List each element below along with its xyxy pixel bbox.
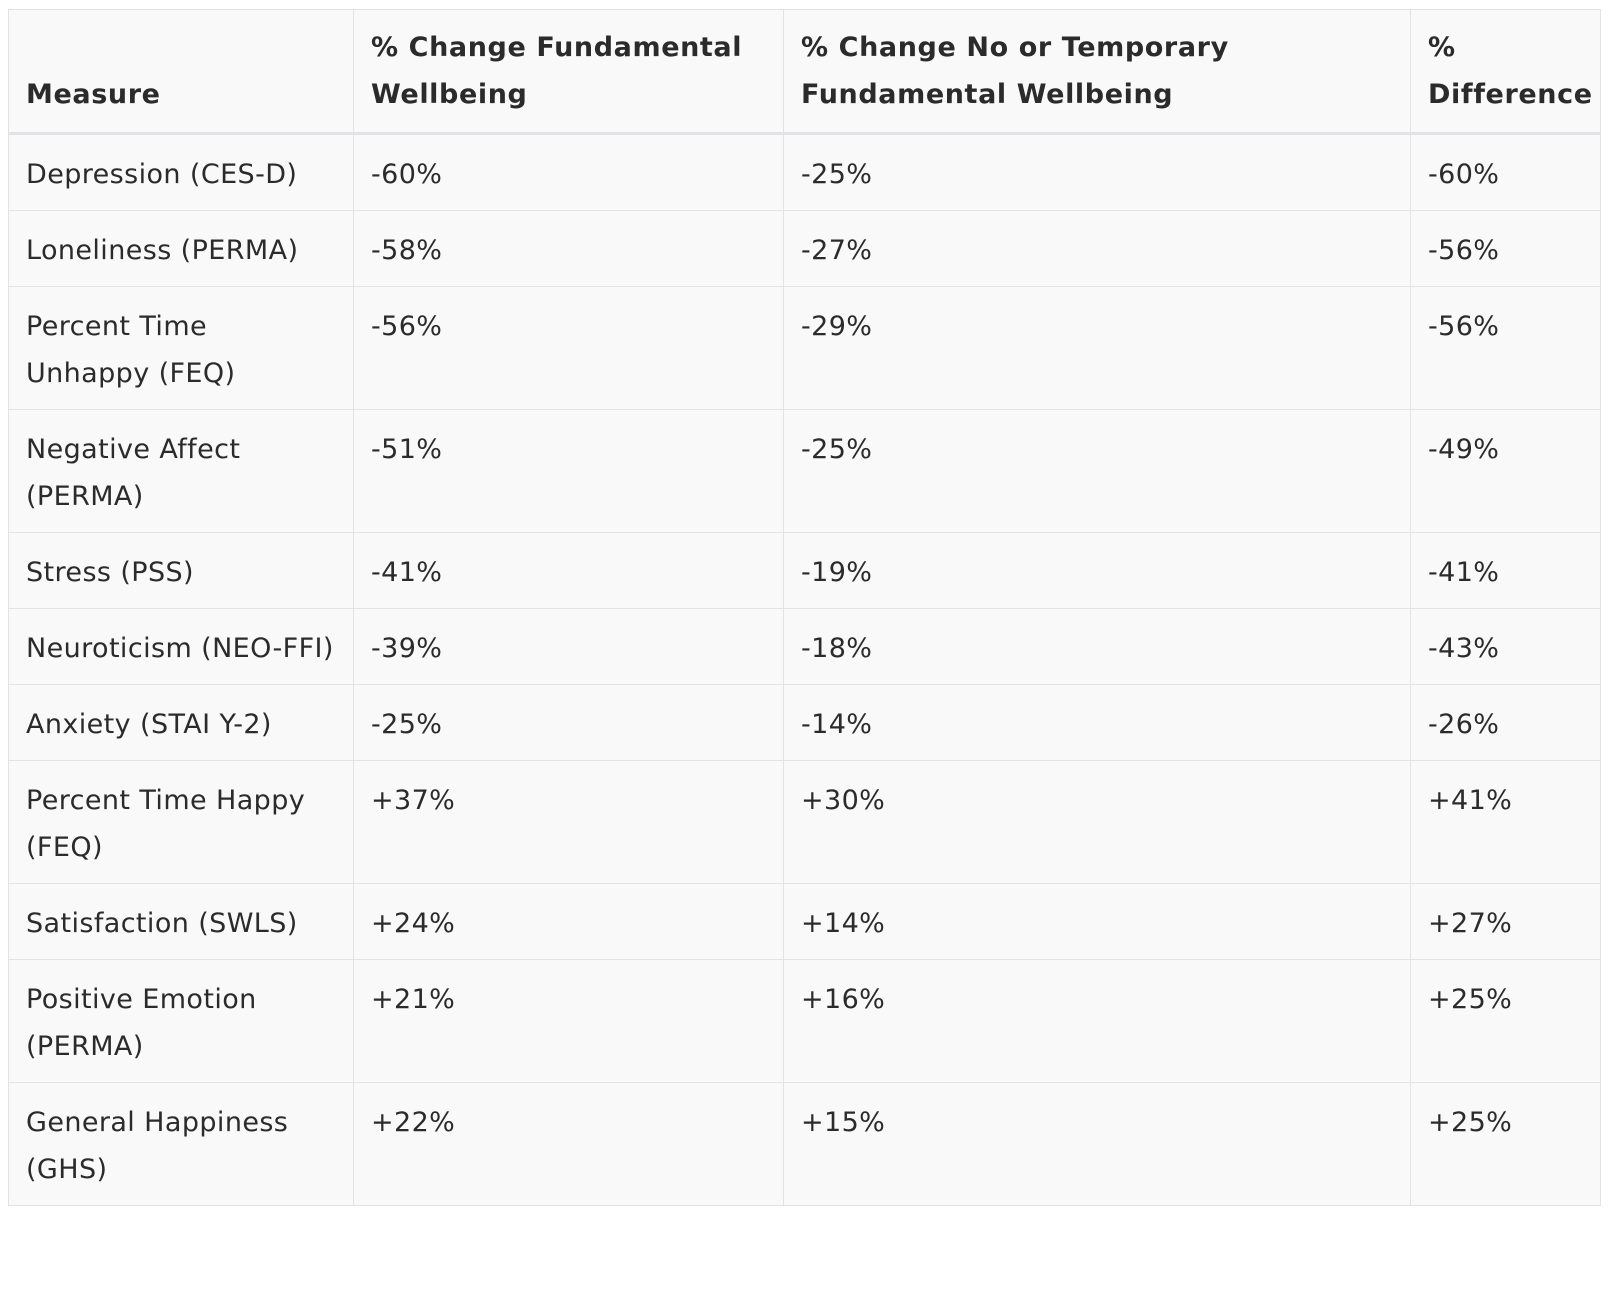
table-row: Neuroticism (NEO-FFI) -39% -18% -43% bbox=[8, 608, 1601, 685]
difference-cell: -49% bbox=[1410, 409, 1601, 533]
change-fundamental-cell: +22% bbox=[353, 1082, 784, 1206]
measure-cell: Loneliness (PERMA) bbox=[8, 210, 354, 287]
table-body: Depression (CES-D) -60% -25% -60% Loneli… bbox=[8, 133, 1601, 1206]
change-fundamental-cell: +21% bbox=[353, 959, 784, 1083]
difference-cell: -43% bbox=[1410, 608, 1601, 685]
difference-cell: +27% bbox=[1410, 883, 1601, 960]
table-row: Stress (PSS) -41% -19% -41% bbox=[8, 532, 1601, 609]
header-change-fundamental: % Change Fundamental Wellbeing bbox=[353, 9, 784, 135]
table-row: Depression (CES-D) -60% -25% -60% bbox=[8, 133, 1601, 211]
table-row: Satisfaction (SWLS) +24% +14% +27% bbox=[8, 883, 1601, 960]
change-temporary-cell: -19% bbox=[783, 532, 1411, 609]
measure-cell: Anxiety (STAI Y-2) bbox=[8, 684, 354, 761]
difference-cell: +25% bbox=[1410, 1082, 1601, 1206]
table-row: Percent Time Happy (FEQ) +37% +30% +41% bbox=[8, 760, 1601, 884]
difference-cell: -56% bbox=[1410, 210, 1601, 287]
change-temporary-cell: +15% bbox=[783, 1082, 1411, 1206]
measure-cell: Percent Time Unhappy (FEQ) bbox=[8, 286, 354, 410]
change-temporary-cell: -18% bbox=[783, 608, 1411, 685]
table-row: Anxiety (STAI Y-2) -25% -14% -26% bbox=[8, 684, 1601, 761]
change-temporary-cell: -25% bbox=[783, 133, 1411, 211]
table-row: Positive Emotion (PERMA) +21% +16% +25% bbox=[8, 959, 1601, 1083]
wellbeing-table: Measure % Change Fundamental Wellbeing %… bbox=[8, 9, 1601, 1206]
table-row: Negative Affect (PERMA) -51% -25% -49% bbox=[8, 409, 1601, 533]
change-temporary-cell: -29% bbox=[783, 286, 1411, 410]
measure-cell: Satisfaction (SWLS) bbox=[8, 883, 354, 960]
header-difference: % Difference bbox=[1410, 9, 1601, 135]
wellbeing-table-container: Measure % Change Fundamental Wellbeing %… bbox=[8, 9, 1601, 1206]
measure-cell: Stress (PSS) bbox=[8, 532, 354, 609]
change-fundamental-cell: -58% bbox=[353, 210, 784, 287]
change-fundamental-cell: -25% bbox=[353, 684, 784, 761]
difference-cell: -60% bbox=[1410, 133, 1601, 211]
table-row: General Happiness (GHS) +22% +15% +25% bbox=[8, 1082, 1601, 1206]
change-fundamental-cell: -56% bbox=[353, 286, 784, 410]
change-temporary-cell: -27% bbox=[783, 210, 1411, 287]
header-measure: Measure bbox=[8, 9, 354, 135]
change-temporary-cell: +30% bbox=[783, 760, 1411, 884]
change-temporary-cell: +14% bbox=[783, 883, 1411, 960]
table-row: Percent Time Unhappy (FEQ) -56% -29% -56… bbox=[8, 286, 1601, 410]
table-row: Loneliness (PERMA) -58% -27% -56% bbox=[8, 210, 1601, 287]
difference-cell: +25% bbox=[1410, 959, 1601, 1083]
measure-cell: General Happiness (GHS) bbox=[8, 1082, 354, 1206]
change-fundamental-cell: +37% bbox=[353, 760, 784, 884]
measure-cell: Negative Affect (PERMA) bbox=[8, 409, 354, 533]
change-temporary-cell: -25% bbox=[783, 409, 1411, 533]
measure-cell: Neuroticism (NEO-FFI) bbox=[8, 608, 354, 685]
difference-cell: -26% bbox=[1410, 684, 1601, 761]
table-header: Measure % Change Fundamental Wellbeing %… bbox=[8, 9, 1601, 135]
difference-cell: -41% bbox=[1410, 532, 1601, 609]
difference-cell: -56% bbox=[1410, 286, 1601, 410]
measure-cell: Positive Emotion (PERMA) bbox=[8, 959, 354, 1083]
change-fundamental-cell: -41% bbox=[353, 532, 784, 609]
difference-cell: +41% bbox=[1410, 760, 1601, 884]
measure-cell: Percent Time Happy (FEQ) bbox=[8, 760, 354, 884]
header-row: Measure % Change Fundamental Wellbeing %… bbox=[8, 9, 1601, 135]
change-fundamental-cell: +24% bbox=[353, 883, 784, 960]
header-change-no-or-temporary: % Change No or Temporary Fundamental Wel… bbox=[783, 9, 1411, 135]
change-temporary-cell: -14% bbox=[783, 684, 1411, 761]
measure-cell: Depression (CES-D) bbox=[8, 133, 354, 211]
change-fundamental-cell: -39% bbox=[353, 608, 784, 685]
change-temporary-cell: +16% bbox=[783, 959, 1411, 1083]
change-fundamental-cell: -60% bbox=[353, 133, 784, 211]
change-fundamental-cell: -51% bbox=[353, 409, 784, 533]
